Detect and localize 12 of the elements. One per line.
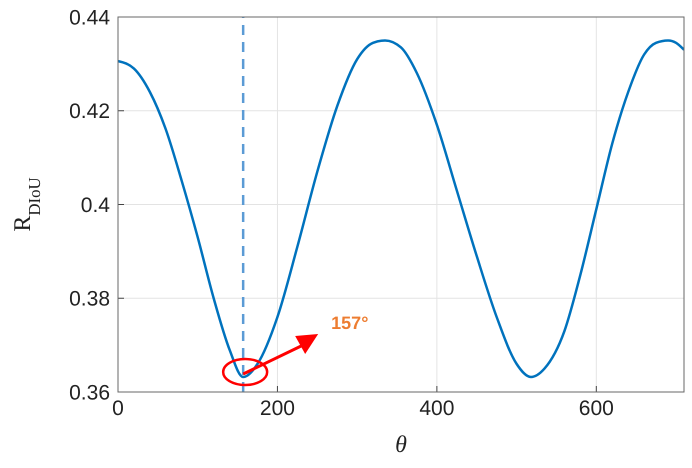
x-axis-title: θ — [395, 432, 408, 458]
line-series — [118, 39, 684, 378]
y-tick-label: 0.44 — [69, 6, 110, 30]
x-tick-label: 400 — [419, 396, 454, 420]
x-tick-label: 0 — [112, 396, 124, 420]
annotation: 157° — [331, 312, 368, 333]
x-tick-label: 600 — [578, 396, 614, 420]
y-tick-label: 0.42 — [69, 100, 110, 124]
x-tick-label: 200 — [260, 396, 295, 420]
y-tick-label: 0.36 — [69, 381, 110, 404]
y-tick-label: 0.38 — [69, 288, 110, 311]
y-tick-label: 0.4 — [80, 194, 110, 217]
